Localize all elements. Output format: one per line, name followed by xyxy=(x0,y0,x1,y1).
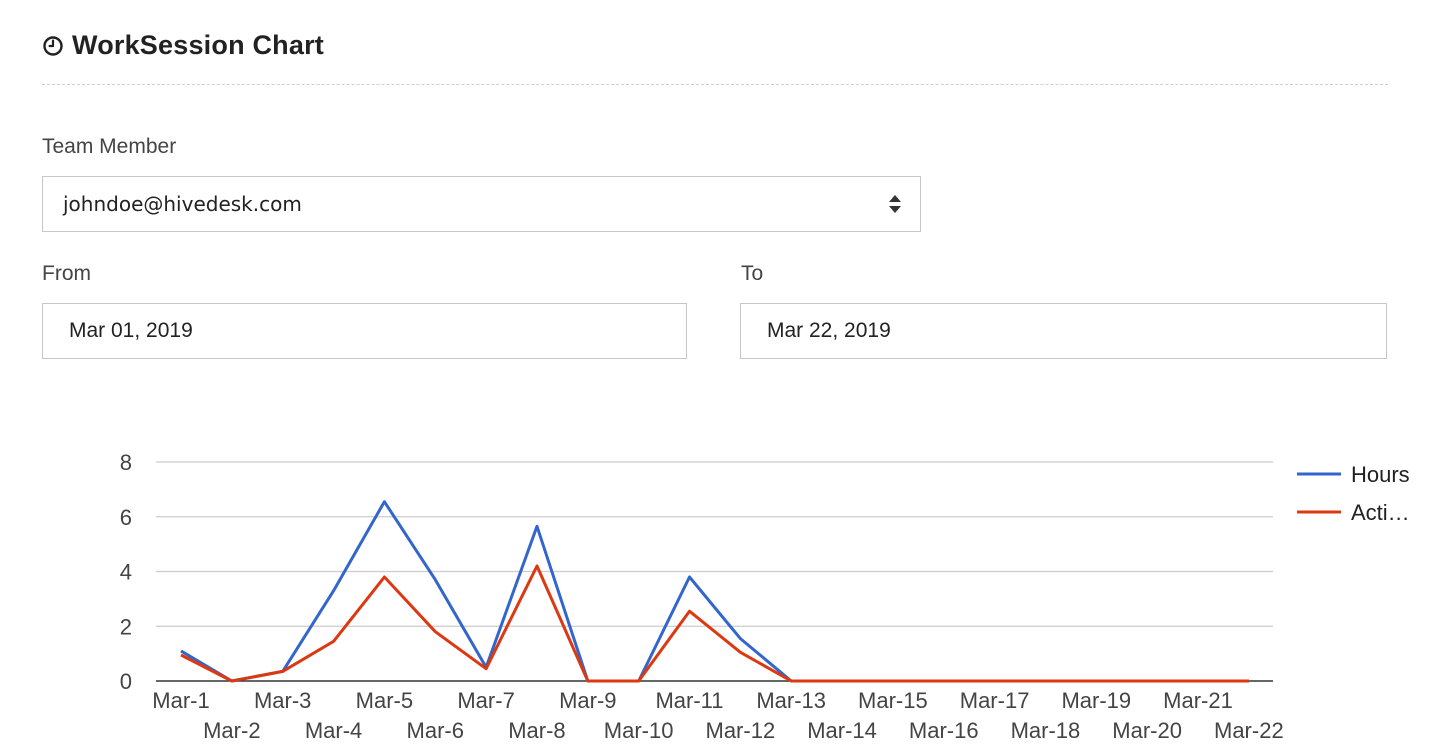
page-title: WorkSession Chart xyxy=(72,30,324,60)
x-tick-label: Mar-4 xyxy=(305,718,362,743)
x-tick-label: Mar-17 xyxy=(960,688,1030,713)
from-date-input[interactable]: Mar 01, 2019 xyxy=(42,303,687,359)
x-tick-label: Mar-15 xyxy=(858,688,928,713)
x-tick-label: Mar-21 xyxy=(1163,688,1233,713)
header-divider xyxy=(42,84,1388,85)
x-tick-label: Mar-7 xyxy=(457,688,514,713)
x-tick-label: Mar-13 xyxy=(756,688,826,713)
x-tick-label: Mar-8 xyxy=(508,718,565,743)
x-tick-label: Mar-9 xyxy=(559,688,616,713)
legend-label: Acti… xyxy=(1351,500,1410,525)
y-tick-label: 2 xyxy=(120,614,132,639)
legend-label: Hours xyxy=(1351,462,1410,487)
y-tick-label: 0 xyxy=(120,669,132,694)
x-tick-label: Mar-20 xyxy=(1112,718,1182,743)
sort-arrows-icon xyxy=(889,195,901,213)
x-tick-label: Mar-12 xyxy=(706,718,776,743)
team-member-label: Team Member xyxy=(42,135,177,158)
series-line xyxy=(180,500,1249,683)
y-tick-label: 4 xyxy=(120,560,132,585)
series-line xyxy=(180,564,1249,683)
x-tick-label: Mar-10 xyxy=(604,718,674,743)
x-tick-label: Mar-3 xyxy=(254,688,311,713)
team-member-select[interactable]: johndoe@hivedesk.com xyxy=(42,176,921,232)
from-label: From xyxy=(42,262,91,285)
team-member-value: johndoe@hivedesk.com xyxy=(63,192,302,216)
x-tick-label: Mar-19 xyxy=(1061,688,1131,713)
from-date-value: Mar 01, 2019 xyxy=(69,319,193,342)
x-tick-label: Mar-11 xyxy=(655,688,723,713)
x-tick-label: Mar-5 xyxy=(356,688,413,713)
x-tick-label: Mar-6 xyxy=(407,718,464,743)
x-tick-label: Mar-22 xyxy=(1214,718,1284,743)
y-tick-label: 8 xyxy=(120,450,132,475)
to-date-input[interactable]: Mar 22, 2019 xyxy=(740,303,1387,359)
to-date-value: Mar 22, 2019 xyxy=(767,319,891,342)
page-header: WorkSession Chart xyxy=(42,30,324,61)
clock-icon xyxy=(43,35,63,56)
x-tick-label: Mar-14 xyxy=(807,718,877,743)
x-tick-label: Mar-1 xyxy=(152,688,209,713)
x-tick-label: Mar-2 xyxy=(203,718,260,743)
x-tick-label: Mar-18 xyxy=(1011,718,1081,743)
x-tick-label: Mar-16 xyxy=(909,718,979,743)
y-tick-label: 6 xyxy=(120,505,132,530)
to-label: To xyxy=(741,262,764,285)
worksession-line-chart: 0 2 4 6 8 Mar-1 Mar-2 Mar-3 Mar-4 Mar-5 Mar-6 Mar-7… xyxy=(120,450,1410,743)
